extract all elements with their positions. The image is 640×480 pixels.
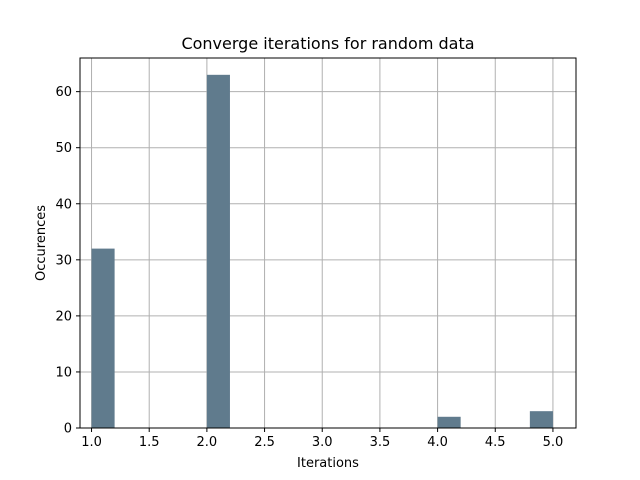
- x-tick-label: 5.0: [543, 435, 564, 450]
- y-tick-label: 50: [55, 141, 72, 156]
- x-tick-label: 4.5: [485, 435, 506, 450]
- grid: [80, 58, 576, 429]
- x-tick-label: 2.5: [254, 435, 275, 450]
- x-tick-label: 3.0: [312, 435, 333, 450]
- x-axis-ticks: 1.0 1.5 2.0 2.5 3.0 3.5 4.0 4.5 5.0: [81, 428, 563, 450]
- x-tick-label: 1.5: [139, 435, 160, 450]
- bar: [437, 416, 461, 428]
- x-tick-label: 3.5: [370, 435, 391, 450]
- y-axis-label: Occurences: [34, 205, 49, 281]
- x-axis-label: Iterations: [297, 456, 359, 471]
- x-tick-label: 1.0: [81, 435, 102, 450]
- plot-frame: [79, 57, 577, 429]
- x-tick-label: 4.0: [427, 435, 448, 450]
- bar: [91, 248, 115, 428]
- y-tick-label: 60: [55, 85, 72, 100]
- bar: [206, 74, 230, 429]
- y-tick-label: 40: [55, 197, 72, 212]
- x-tick-label: 2.0: [197, 435, 218, 450]
- y-tick-label: 30: [55, 253, 72, 268]
- y-tick-label: 20: [55, 309, 72, 324]
- y-tick-label: 0: [64, 422, 72, 437]
- y-tick-label: 10: [55, 365, 72, 380]
- bar: [529, 411, 553, 428]
- chart-title: Converge iterations for random data: [181, 34, 474, 53]
- y-axis-ticks: 0 10 20 30 40 50 60: [55, 85, 80, 437]
- bars: [91, 74, 553, 429]
